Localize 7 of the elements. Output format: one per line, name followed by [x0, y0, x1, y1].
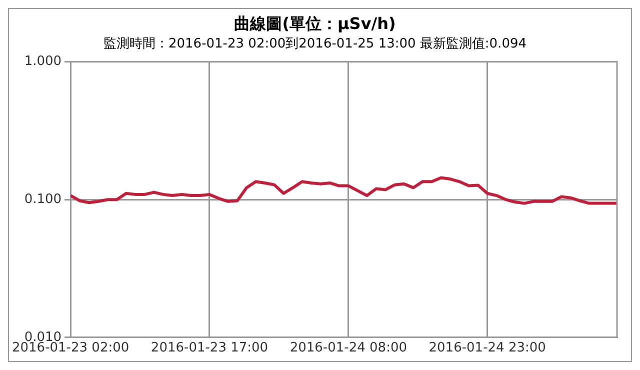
x-tick-label: 2016-01-24 23:00	[428, 340, 546, 356]
chart-title: 曲線圖(單位：μSv/h)	[234, 14, 396, 33]
x-tick-label: 2016-01-24 08:00	[290, 340, 407, 356]
x-tick-label: 2016-01-23 17:00	[150, 340, 268, 356]
y-tick-label: 1.000	[24, 54, 62, 70]
chart-subtitle: 監測時間：2016-01-23 02:00到2016-01-25 13:00 最新監測值:0.094	[103, 36, 527, 52]
y-tick-label: 0.100	[24, 192, 62, 207]
